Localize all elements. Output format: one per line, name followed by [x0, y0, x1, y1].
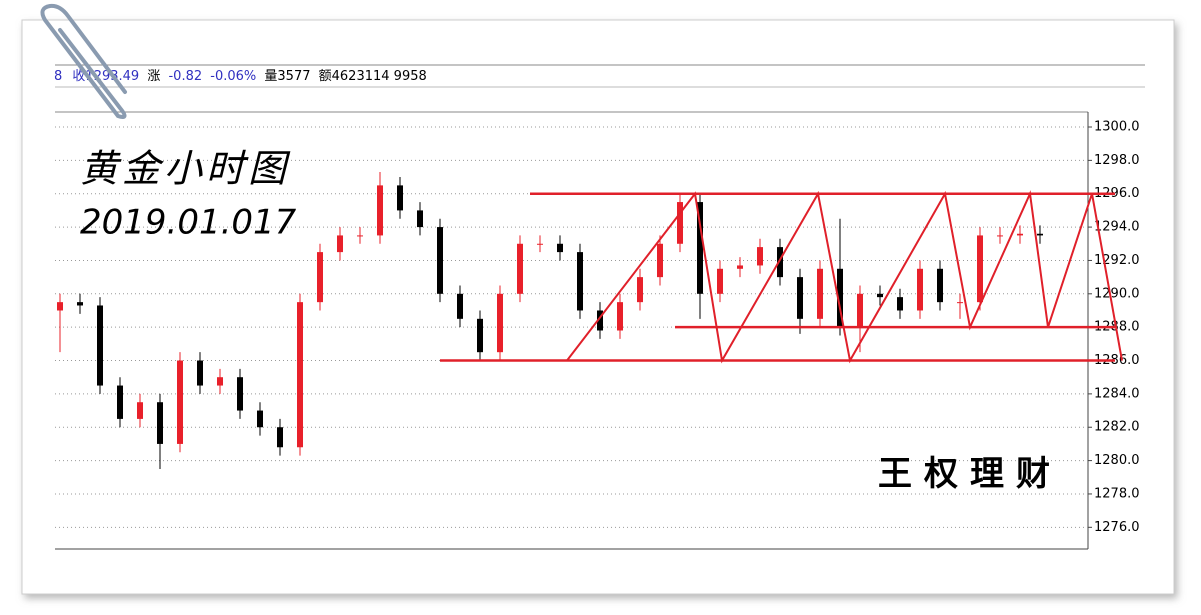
candle-body — [197, 360, 203, 386]
paperclip — [40, 3, 127, 119]
info-bar: 8 收1293.49 涨 -0.82 -0.06% 量3577 额4623114… — [54, 69, 427, 84]
candle-body — [277, 427, 283, 448]
candle-body — [357, 235, 363, 237]
candle-body — [477, 318, 483, 353]
candle-body — [537, 243, 543, 245]
chart-title: 黄金小时图 — [80, 147, 291, 191]
candle-body — [957, 302, 963, 304]
candle-body — [717, 268, 723, 294]
candle-body — [57, 302, 63, 311]
candle-body — [557, 243, 563, 253]
candle-body — [457, 293, 463, 319]
chart-subtitle: 2019.01.017 — [80, 203, 297, 243]
candle-body — [437, 227, 443, 294]
y-tick-label: 1280.0 — [1094, 453, 1140, 468]
y-tick-label: 1296.0 — [1094, 186, 1140, 201]
y-tick-label: 1292.0 — [1094, 253, 1140, 268]
candle-body — [777, 247, 783, 278]
watermark: 王权理财 — [878, 454, 1062, 494]
candle-body — [817, 268, 823, 319]
candle-body — [897, 297, 903, 311]
candle-body — [337, 235, 343, 253]
candle-body — [497, 293, 503, 353]
info: -0.06% — [210, 69, 256, 84]
y-tick-label: 1282.0 — [1094, 420, 1140, 435]
candle-body — [177, 360, 183, 444]
y-tick-label: 1298.0 — [1094, 153, 1140, 168]
candle-body — [1017, 233, 1023, 236]
candle-body — [577, 252, 583, 311]
zigzag-line — [566, 190, 1123, 364]
y-tick-label: 1284.0 — [1094, 386, 1140, 401]
candle-body — [977, 235, 983, 303]
candle-body — [797, 277, 803, 319]
candle-body — [937, 268, 943, 303]
info: 额4623114 9958 — [319, 69, 427, 84]
candle-body — [857, 293, 863, 328]
candle-body — [597, 310, 603, 331]
paper — [21, 19, 1175, 595]
info: -0.82 — [168, 69, 202, 84]
candle-body — [637, 277, 643, 303]
y-tick-label: 1278.0 — [1094, 486, 1140, 501]
info: 涨 — [147, 69, 160, 84]
candle-body — [877, 293, 883, 298]
candle-body — [1037, 233, 1043, 236]
candle-body — [97, 305, 103, 386]
candle-body — [257, 410, 263, 428]
plot: 1276.01278.01280.01282.01284.01286.01288… — [55, 120, 1140, 535]
candle-body — [77, 302, 83, 306]
candle-body — [837, 268, 843, 328]
candle-body — [657, 243, 663, 278]
candle-body — [997, 235, 1003, 237]
candle-body — [137, 402, 143, 419]
candle-body — [117, 385, 123, 419]
candle-body — [397, 185, 403, 211]
y-tick-label: 1294.0 — [1094, 220, 1140, 235]
candle-body — [157, 402, 163, 444]
candle-body — [677, 202, 683, 244]
info: 8 — [54, 69, 62, 84]
candle-body — [697, 202, 703, 294]
info: 量3577 — [264, 69, 310, 84]
candle-body — [757, 247, 763, 266]
candle-body — [417, 210, 423, 228]
y-tick-label: 1286.0 — [1094, 353, 1140, 368]
candle-body — [377, 185, 383, 236]
y-tick-label: 1276.0 — [1094, 520, 1140, 535]
candle-body — [737, 265, 743, 269]
candle-body — [297, 302, 303, 448]
candle-body — [237, 377, 243, 411]
candle-body — [317, 252, 323, 303]
candle-body — [917, 268, 923, 311]
candle-body — [617, 302, 623, 331]
y-tick-label: 1300.0 — [1094, 120, 1140, 135]
candle-body — [217, 377, 223, 386]
y-tick-label: 1290.0 — [1094, 286, 1140, 301]
candle-body — [517, 243, 523, 294]
